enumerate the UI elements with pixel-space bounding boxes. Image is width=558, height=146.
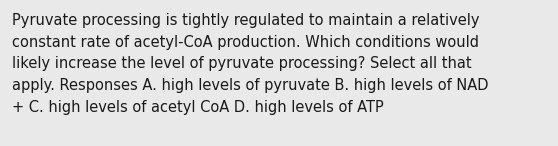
Text: Pyruvate processing is tightly regulated to maintain a relatively
constant rate : Pyruvate processing is tightly regulated… xyxy=(12,13,489,115)
